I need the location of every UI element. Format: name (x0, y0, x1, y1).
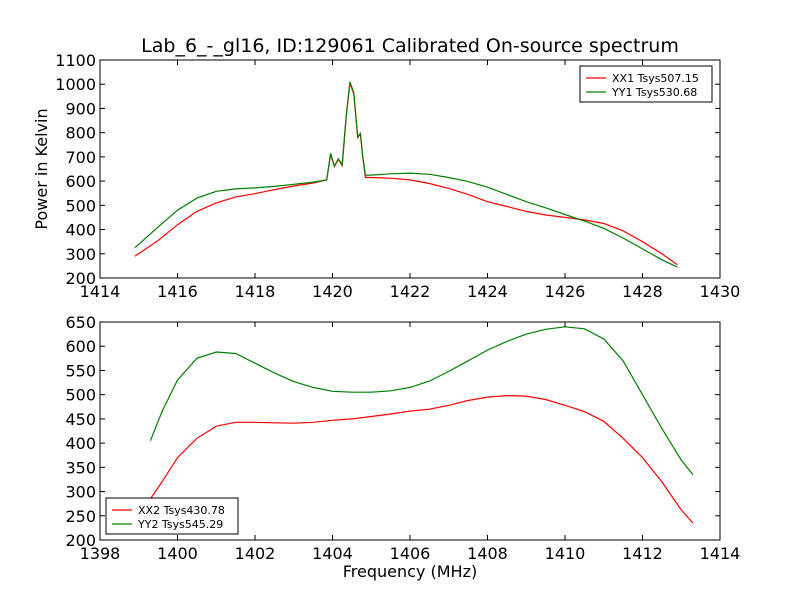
y-tick-label: 900 (65, 99, 96, 118)
y-tick-label: 200 (65, 269, 96, 288)
x-tick-label: 1430 (700, 282, 741, 301)
top-subplot: 1414 1416 1418 1420 1422 1424 1426 1428 1430 200 3… (32, 51, 740, 301)
y-tick-label: 1000 (55, 75, 96, 94)
x-tick-label: 1408 (467, 544, 508, 563)
x-tick-label: 1414 (80, 282, 121, 301)
x-tick-label: 1404 (312, 544, 353, 563)
legend-entry: YY2 Tsys545.29 (137, 518, 223, 531)
y-tick-label: 500 (65, 386, 96, 405)
legend-box (105, 497, 239, 535)
x-tick-label: 1410 (545, 544, 586, 563)
y-tick-label: 200 (65, 531, 96, 550)
legend-entry: XX1 Tsys507.15 (612, 72, 699, 85)
y-tick-label: 500 (65, 196, 96, 215)
y-tick-label: 450 (65, 410, 96, 429)
y-tick-label: 400 (65, 434, 96, 453)
x-tick-label: 1424 (467, 282, 508, 301)
legend-box (579, 65, 713, 103)
series-line-1-0 (149, 394, 694, 524)
x-tick-label: 1420 (312, 282, 353, 301)
x-tick-label: 1402 (235, 544, 276, 563)
series-line-1-1 (149, 326, 694, 475)
y-tick-label: 400 (65, 221, 96, 240)
y-tick-label: 350 (65, 458, 96, 477)
x-tick-label: 1426 (545, 282, 586, 301)
legend-entry: XX2 Tsys430.78 (138, 504, 225, 517)
figure-title: Lab_6_-_gl16, ID:129061 Calibrated On-so… (141, 35, 679, 57)
legend-entry: YY1 Tsys530.68 (611, 86, 697, 99)
x-axis-label: Frequency (MHz) (343, 562, 477, 581)
x-tick-label: 1428 (622, 282, 663, 301)
y-tick-label: 650 (65, 313, 96, 332)
y-tick-label: 800 (65, 124, 96, 143)
bottom-subplot: 1398 1400 1402 1404 1406 1408 1410 1412 1414 200 2… (65, 313, 740, 581)
y-tick-label: 250 (65, 507, 96, 526)
series-line-0-0 (134, 82, 678, 266)
y-axis-label: Power in Kelvin (32, 108, 51, 229)
x-tick-label: 1398 (80, 544, 121, 563)
x-tick-label: 1418 (235, 282, 276, 301)
y-tick-label: 700 (65, 148, 96, 167)
x-tick-label: 1416 (157, 282, 198, 301)
y-tick-label: 600 (65, 172, 96, 191)
series-line-0-1 (134, 81, 678, 268)
x-tick-label: 1414 (700, 544, 741, 563)
y-tick-label: 600 (65, 337, 96, 356)
y-tick-label: 300 (65, 245, 96, 264)
x-tick-label: 1406 (390, 544, 431, 563)
x-tick-label: 1400 (157, 544, 198, 563)
y-tick-label: 1100 (55, 51, 96, 70)
y-tick-label: 550 (65, 361, 96, 380)
x-tick-label: 1412 (622, 544, 663, 563)
y-tick-label: 300 (65, 483, 96, 502)
x-tick-label: 1422 (390, 282, 431, 301)
